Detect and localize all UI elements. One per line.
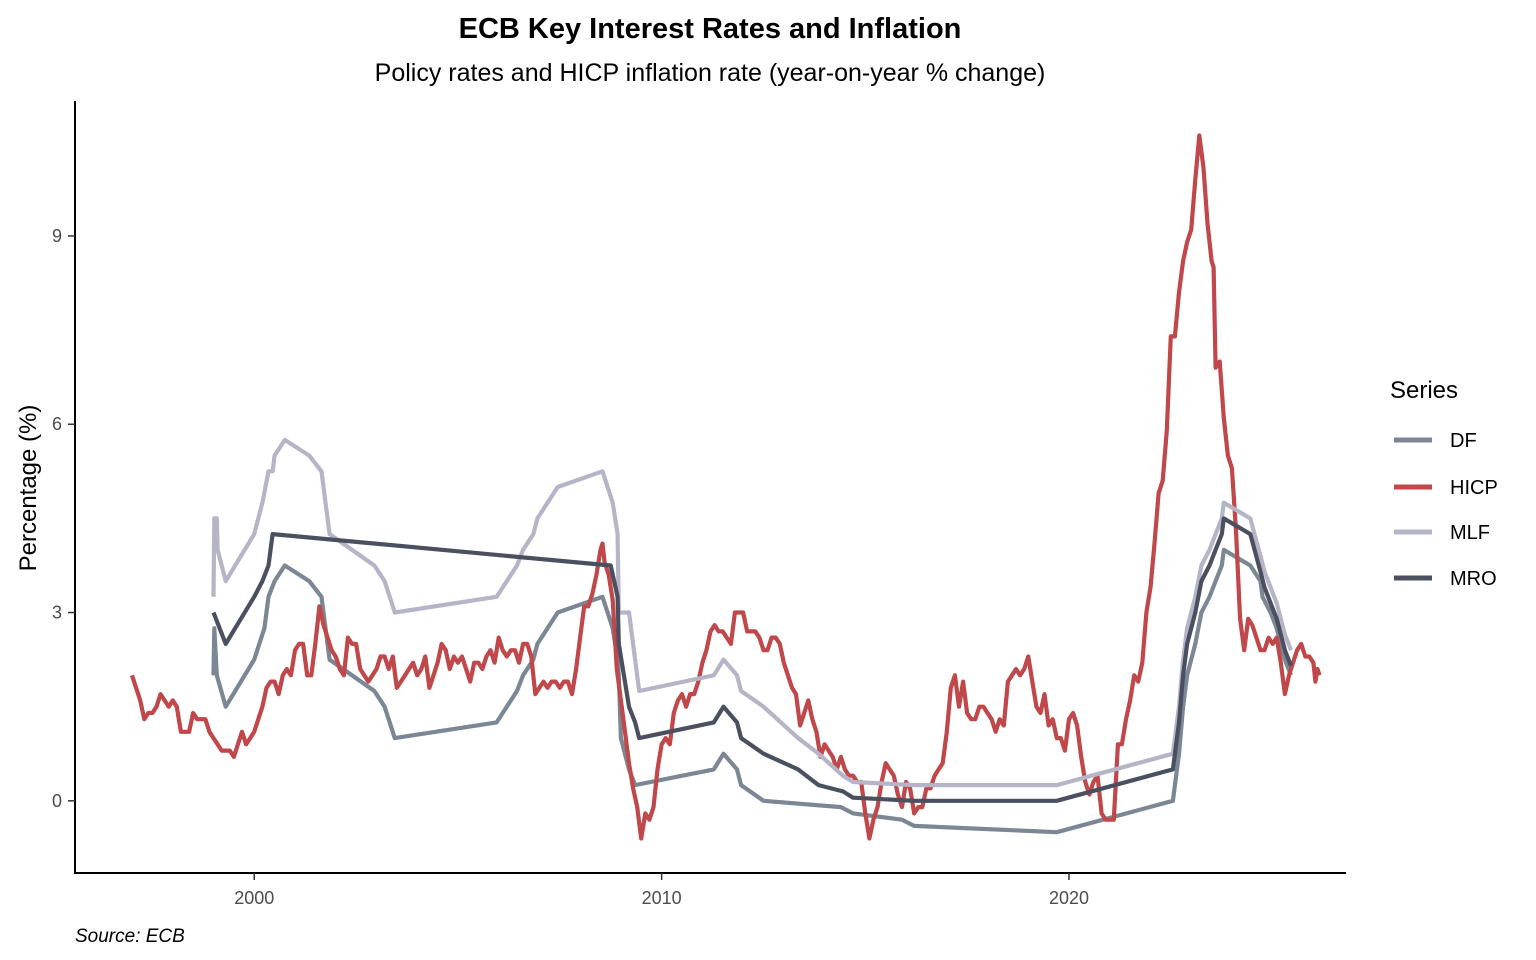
legend: Series DF HICP MLF MRO (1390, 377, 1498, 590)
source-caption: Source: ECB (75, 926, 185, 947)
y-tick-label: 9 (52, 226, 62, 246)
y-axis-ticks: 0 3 6 9 (52, 226, 75, 811)
series-line-mro (211, 516, 1293, 803)
series-line-mlf (211, 437, 1293, 788)
y-tick-label: 6 (52, 414, 62, 434)
legend-label-hicp: HICP (1450, 477, 1498, 499)
chart-subtitle: Policy rates and HICP inflation rate (ye… (375, 59, 1046, 87)
chart-title: ECB Key Interest Rates and Inflation (459, 13, 962, 45)
legend-label-mro: MRO (1450, 568, 1497, 590)
legend-label-mlf: MLF (1450, 522, 1490, 544)
x-tick-label: 2020 (1049, 888, 1089, 908)
y-tick-label: 0 (52, 791, 62, 811)
legend-label-df: DF (1450, 430, 1477, 452)
series-line-df (211, 547, 1293, 835)
x-axis-ticks: 2000 2010 2020 (234, 873, 1089, 908)
plot-area (130, 133, 1322, 841)
series-line-hicp (130, 133, 1322, 841)
y-tick-label: 3 (52, 603, 62, 623)
y-axis-title: Percentage (%) (15, 405, 42, 572)
legend-title: Series (1390, 377, 1458, 404)
x-tick-label: 2000 (234, 888, 274, 908)
x-tick-label: 2010 (642, 888, 682, 908)
